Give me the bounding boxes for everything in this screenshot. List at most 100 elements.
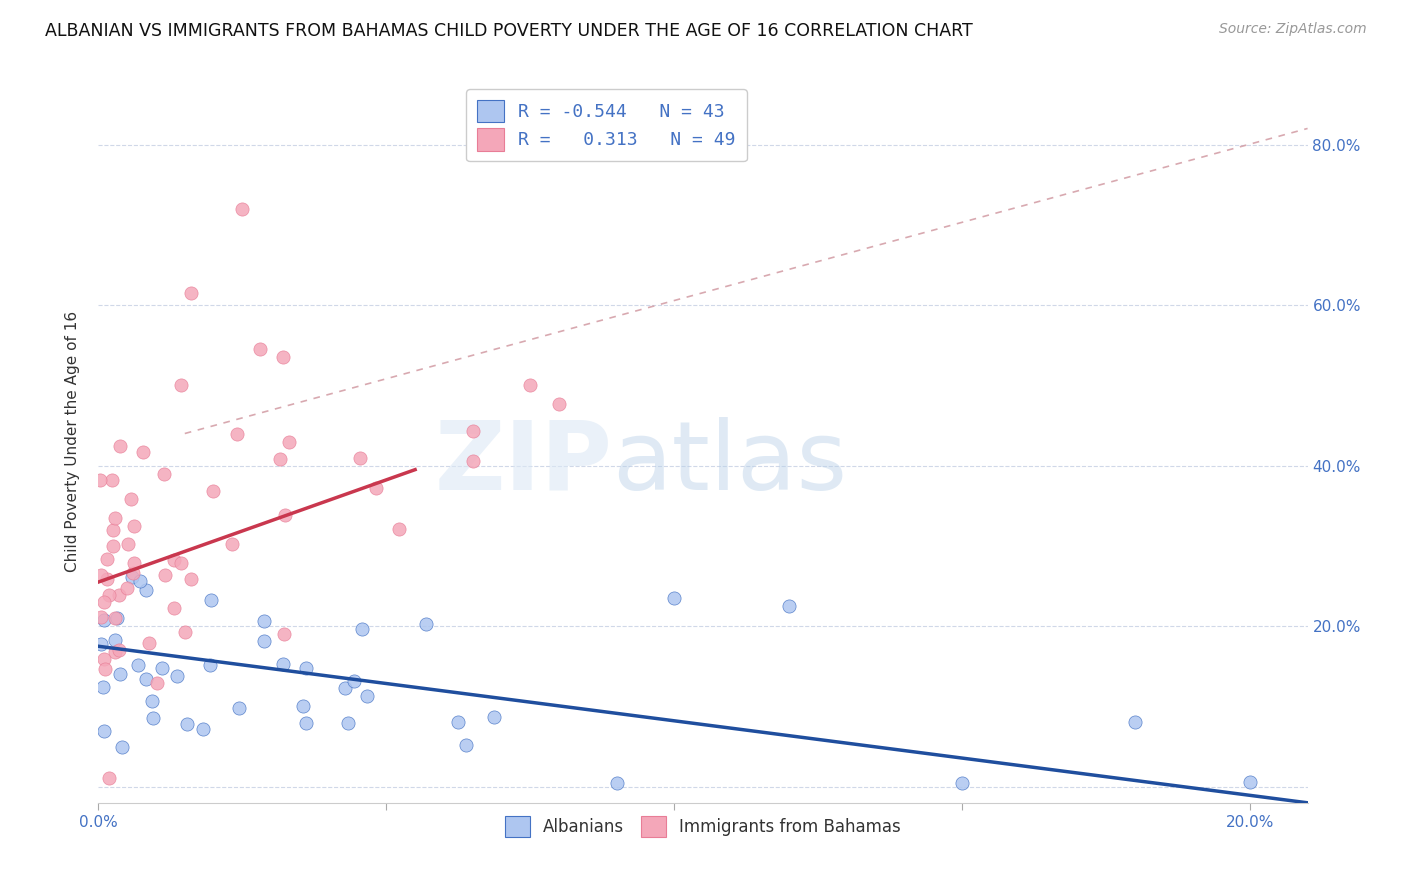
Point <box>117 537 139 551</box>
Point <box>292 698 315 713</box>
Point <box>200 593 222 607</box>
Point <box>461 454 484 468</box>
Point <box>96 572 118 586</box>
Point <box>104 633 127 648</box>
Point <box>273 627 295 641</box>
Point <box>132 444 155 458</box>
Point <box>295 716 318 731</box>
Point <box>202 484 225 499</box>
Legend: Albanians, Immigrants from Bahamas: Albanians, Immigrants from Bahamas <box>496 808 910 845</box>
Point <box>166 669 188 683</box>
Point <box>231 202 253 216</box>
Point <box>191 722 214 736</box>
Point <box>97 771 120 785</box>
Point <box>122 556 145 570</box>
Point <box>778 599 800 614</box>
Point <box>90 609 112 624</box>
Point <box>104 611 127 625</box>
Point <box>1239 775 1261 789</box>
Point <box>228 701 250 715</box>
Point <box>121 570 143 584</box>
Point <box>135 583 157 598</box>
Point <box>176 717 198 731</box>
Point <box>150 661 173 675</box>
Point <box>142 710 165 724</box>
Point <box>174 624 197 639</box>
Text: ALBANIAN VS IMMIGRANTS FROM BAHAMAS CHILD POVERTY UNDER THE AGE OF 16 CORRELATIO: ALBANIAN VS IMMIGRANTS FROM BAHAMAS CHIL… <box>45 22 973 40</box>
Point <box>105 610 128 624</box>
Point <box>98 588 121 602</box>
Text: ZIP: ZIP <box>434 417 613 509</box>
Point <box>163 601 186 615</box>
Point <box>294 661 316 675</box>
Point <box>170 556 193 570</box>
Point <box>101 523 124 537</box>
Point <box>366 481 388 495</box>
Y-axis label: Child Poverty Under the Age of 16: Child Poverty Under the Age of 16 <box>65 311 80 572</box>
Point <box>122 519 145 533</box>
Point <box>180 572 202 586</box>
Point <box>138 636 160 650</box>
Text: Source: ZipAtlas.com: Source: ZipAtlas.com <box>1219 22 1367 37</box>
Point <box>482 710 505 724</box>
Point <box>249 342 271 356</box>
Point <box>461 424 484 438</box>
Point <box>122 566 145 581</box>
Point <box>90 568 112 582</box>
Point <box>273 508 295 522</box>
Point <box>135 672 157 686</box>
Point <box>91 680 114 694</box>
Point <box>93 613 115 627</box>
Point <box>447 715 470 730</box>
Point <box>519 378 541 392</box>
Point <box>108 439 131 453</box>
Point <box>115 581 138 595</box>
Point <box>163 553 186 567</box>
Point <box>89 474 111 488</box>
Point <box>170 378 193 392</box>
Point <box>388 522 411 536</box>
Point <box>352 622 374 636</box>
Point <box>93 723 115 738</box>
Point <box>100 473 122 487</box>
Point <box>93 595 115 609</box>
Point <box>253 614 276 628</box>
Point <box>337 716 360 731</box>
Point <box>349 451 371 466</box>
Point <box>356 690 378 704</box>
Point <box>273 657 295 671</box>
Point <box>343 674 366 689</box>
Point <box>104 510 127 524</box>
Point <box>221 537 243 551</box>
Point <box>108 588 131 602</box>
Point <box>155 567 177 582</box>
Point <box>108 666 131 681</box>
Text: atlas: atlas <box>613 417 848 509</box>
Point <box>120 492 142 507</box>
Point <box>141 694 163 708</box>
Point <box>127 658 149 673</box>
Point <box>1123 714 1146 729</box>
Point <box>415 617 437 632</box>
Point <box>664 591 686 606</box>
Point <box>606 776 628 790</box>
Point <box>103 539 125 553</box>
Point <box>93 651 115 665</box>
Point <box>269 451 291 466</box>
Point <box>104 645 127 659</box>
Point <box>145 675 167 690</box>
Point <box>153 467 176 481</box>
Point <box>333 681 356 695</box>
Point <box>454 738 477 752</box>
Point <box>111 740 134 755</box>
Point <box>198 657 221 672</box>
Point <box>96 552 118 566</box>
Point <box>950 776 973 790</box>
Point <box>108 643 131 657</box>
Point <box>253 634 276 648</box>
Point <box>90 637 112 651</box>
Point <box>94 662 117 676</box>
Point <box>180 285 202 300</box>
Point <box>129 574 152 588</box>
Point <box>225 426 247 441</box>
